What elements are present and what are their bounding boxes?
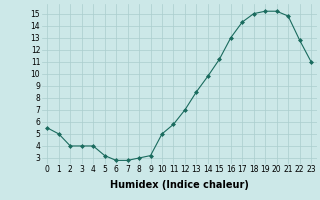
X-axis label: Humidex (Indice chaleur): Humidex (Indice chaleur): [110, 180, 249, 190]
